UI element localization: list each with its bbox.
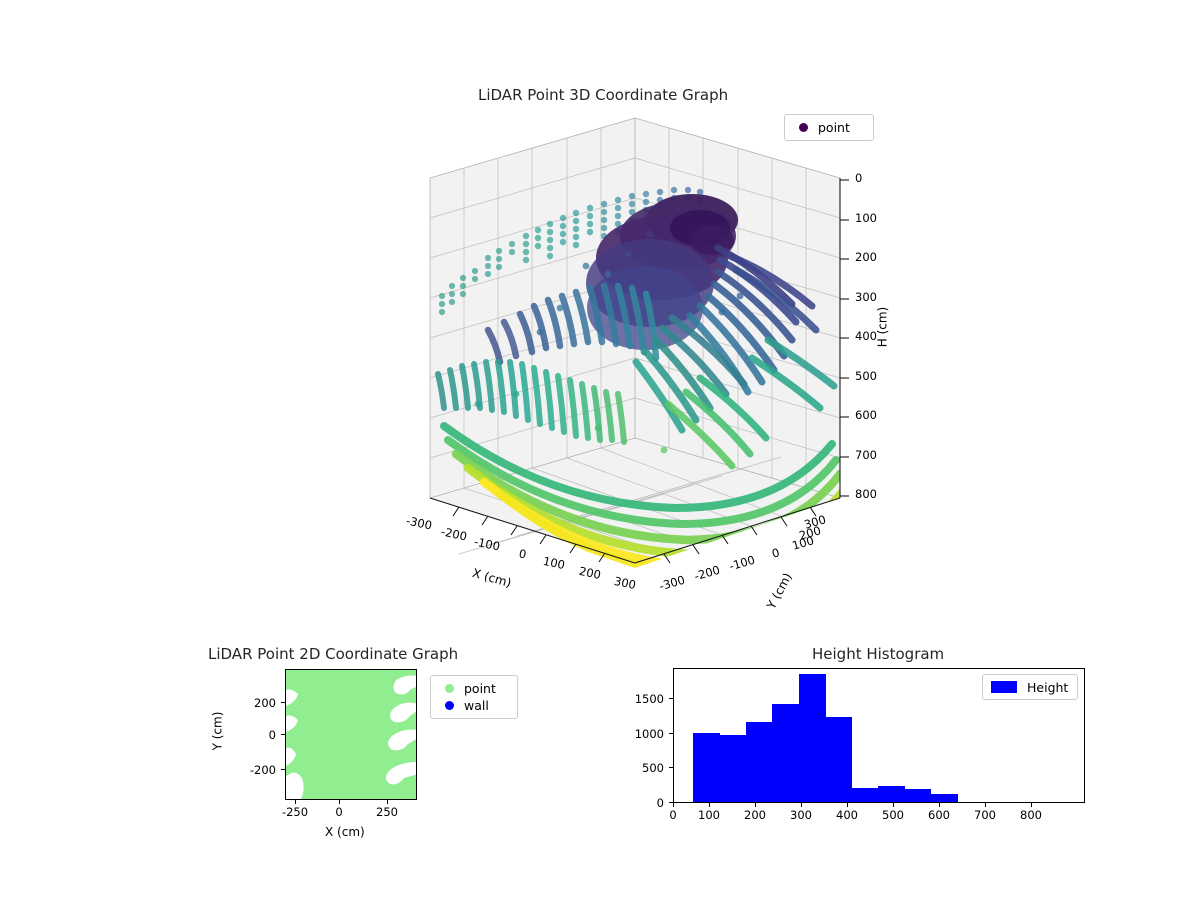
plot3d-ztick-3: 300: [855, 290, 877, 304]
legend-label-point: point: [818, 120, 850, 135]
histogram-bar: [745, 722, 773, 802]
legend-item-point[interactable]: point: [793, 119, 865, 136]
point-marker-icon: [799, 123, 808, 132]
histogram-xtickmark-2: [755, 803, 756, 807]
plot3d-ztick-4: 400: [855, 329, 877, 343]
histogram-ytick-2: 1000: [634, 727, 664, 741]
histogram-xtickmark-4: [847, 803, 848, 807]
plot3d-ztick-0: 0: [855, 171, 863, 185]
plot2d-axes[interactable]: [285, 669, 417, 800]
plot2d-xtickmark-0: [295, 800, 296, 804]
plot2d-title: LiDAR Point 2D Coordinate Graph: [208, 645, 459, 663]
histogram-bar: [825, 717, 853, 802]
histogram-bar: [878, 785, 905, 802]
plot2d-xtickmark-1: [339, 800, 340, 804]
plot2d-xtick-1: 0: [335, 805, 343, 819]
histogram-xtickmark-3: [801, 803, 802, 807]
point-marker-icon: [445, 684, 454, 693]
plot3d-title: LiDAR Point 3D Coordinate Graph: [478, 86, 729, 104]
plot3d-zaxis-label: H (cm): [875, 306, 890, 348]
histogram-ytickmark-0: [669, 802, 673, 803]
histogram-bar: [772, 704, 800, 802]
plot3d-legend[interactable]: point: [784, 114, 874, 141]
histogram-bar: [851, 788, 879, 802]
plot2d-ytickmark-1: [281, 734, 285, 735]
legend-label-point: point: [464, 681, 496, 696]
plot2d-scatter: [286, 670, 416, 799]
histogram-ytick-0: 0: [656, 796, 664, 810]
histogram-title: Height Histogram: [812, 645, 945, 663]
histogram-bars: [674, 669, 1084, 802]
legend-item-height[interactable]: Height: [989, 678, 1071, 696]
histogram-xtick-1: 100: [698, 808, 720, 822]
legend-item-point[interactable]: point: [439, 680, 509, 697]
histogram-xtick-4: 400: [836, 808, 858, 822]
plot3d-canvas: [429, 117, 849, 568]
histogram-legend[interactable]: Height: [982, 674, 1078, 700]
histogram-bar: [719, 734, 747, 802]
legend-item-wall[interactable]: wall: [439, 697, 509, 714]
plot2d-xtick-0: -250: [281, 805, 309, 819]
plot2d-ytick-2: -200: [249, 763, 276, 777]
histogram-xtick-3: 300: [790, 808, 812, 822]
histogram-ytick-3: 1500: [634, 692, 664, 706]
plot3d-ztick-7: 700: [855, 448, 877, 462]
histogram-bar: [693, 732, 721, 802]
plot2d-yaxis-label: Y (cm): [210, 711, 225, 751]
plot3d-ztick-8: 800: [855, 487, 877, 501]
plot3d-ztick-5: 500: [855, 369, 877, 383]
histogram-xtick-8: 800: [1020, 808, 1042, 822]
wall-marker-icon: [445, 701, 454, 710]
plot2d-ytick-0: 200: [254, 696, 276, 710]
histogram-bar: [798, 674, 826, 802]
histogram-ytickmark-3: [669, 698, 673, 699]
histogram-ytick-1: 500: [642, 761, 664, 775]
histogram-bar: [930, 793, 958, 802]
histogram-xtickmark-6: [939, 803, 940, 807]
legend-label-height: Height: [1027, 679, 1069, 695]
histogram-xtick-7: 700: [974, 808, 996, 822]
histogram-xtick-6: 600: [928, 808, 950, 822]
histogram-xtickmark-1: [709, 803, 710, 807]
histogram-xtickmark-8: [1031, 803, 1032, 807]
histogram-xtickmark-7: [985, 803, 986, 807]
legend-label-wall: wall: [464, 698, 489, 713]
histogram-xtick-0: 0: [669, 808, 677, 822]
height-swatch-icon: [991, 681, 1017, 693]
histogram-xtickmark-0: [673, 803, 674, 807]
histogram-xtickmark-5: [893, 803, 894, 807]
histogram-xtick-2: 200: [744, 808, 766, 822]
histogram-xtick-5: 500: [882, 808, 904, 822]
histogram-bar: [904, 789, 932, 802]
histogram-ytickmark-2: [669, 733, 673, 734]
plot3d-ztick-2: 200: [855, 250, 877, 264]
histogram-ytickmark-1: [669, 767, 673, 768]
plot3d-axes[interactable]: 0 100 200 300 400 500 600 700 800 H (cm)…: [400, 108, 889, 611]
plot2d-xtick-2: 250: [376, 805, 398, 819]
plot2d-xtickmark-2: [387, 800, 388, 804]
plot2d-ytick-1: 0: [268, 728, 276, 742]
plot2d-xaxis-label: X (cm): [325, 825, 365, 839]
plot2d-legend[interactable]: point wall: [430, 675, 518, 719]
plot2d-ytickmark-0: [281, 702, 285, 703]
plot2d-ytickmark-2: [281, 769, 285, 770]
plot3d-ztick-1: 100: [855, 211, 877, 225]
plot3d-ztick-6: 600: [855, 408, 877, 422]
